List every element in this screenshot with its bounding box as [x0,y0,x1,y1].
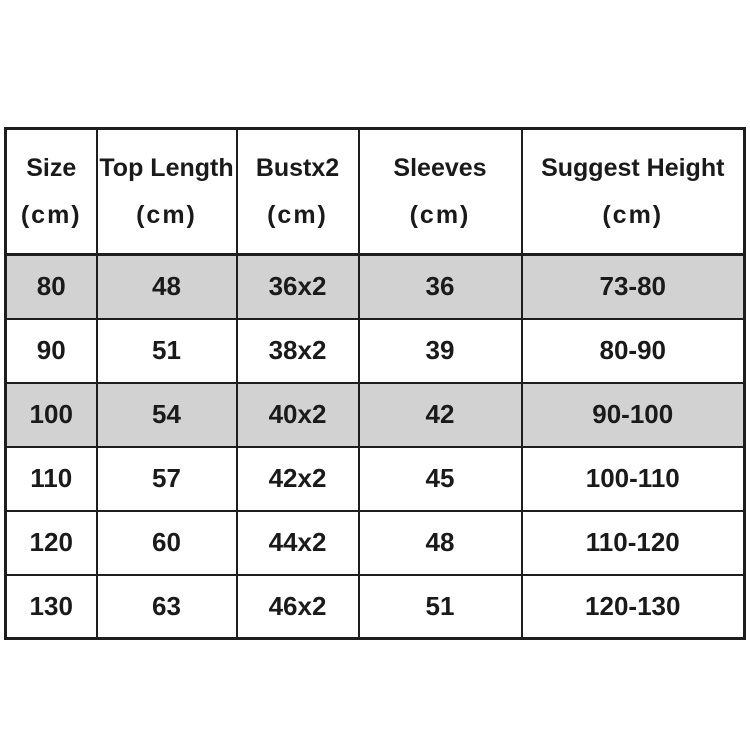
header-sleeves-unit: (cm) [409,200,471,229]
table-row-size-130: 130 63 46x2 51 120-130 [4,573,746,640]
table-row-size-110: 110 57 42x2 45 100-110 [4,445,746,512]
cell-bustx2: 44x2 [235,509,360,576]
cell-size: 120 [4,509,98,576]
header-top-length: Top Length (cm) [95,127,238,256]
cell-sleeves: 42 [357,381,523,448]
size-chart-table: Size (cm) Top Length (cm) Bustx2 (cm) Sl… [4,127,746,640]
header-suggest-height-unit: (cm) [602,200,664,229]
cell-top-length: 60 [95,509,238,576]
header-bustx2: Bustx2 (cm) [235,127,360,256]
table-row-size-80: 80 48 36x2 36 73-80 [4,253,746,320]
cell-top-length: 48 [95,253,238,320]
header-size-unit: (cm) [20,200,82,229]
cell-size: 130 [4,573,98,640]
cell-size: 80 [4,253,98,320]
header-suggest-height: Suggest Height (cm) [520,127,746,256]
cell-suggest-height: 90-100 [520,381,746,448]
cell-top-length: 63 [95,573,238,640]
header-suggest-height-label: Suggest Height [541,153,725,182]
cell-sleeves: 45 [357,445,523,512]
cell-sleeves: 48 [357,509,523,576]
table-row-size-100: 100 54 40x2 42 90-100 [4,381,746,448]
cell-sleeves: 39 [357,317,523,384]
cell-suggest-height: 100-110 [520,445,746,512]
cell-size: 100 [4,381,98,448]
header-top-length-label: Top Length [99,153,234,182]
cell-size: 90 [4,317,98,384]
cell-top-length: 51 [95,317,238,384]
cell-suggest-height: 120-130 [520,573,746,640]
cell-suggest-height: 73-80 [520,253,746,320]
cell-bustx2: 38x2 [235,317,360,384]
header-size-label: Size [26,153,77,182]
header-row: Size (cm) Top Length (cm) Bustx2 (cm) Sl… [4,127,746,256]
cell-bustx2: 42x2 [235,445,360,512]
header-top-length-unit: (cm) [136,200,197,229]
cell-size: 110 [4,445,98,512]
table-row-size-90: 90 51 38x2 39 80-90 [4,317,746,384]
cell-suggest-height: 110-120 [520,509,746,576]
header-bustx2-unit: (cm) [267,200,328,229]
cell-bustx2: 40x2 [235,381,360,448]
cell-suggest-height: 80-90 [520,317,746,384]
header-bustx2-label: Bustx2 [255,153,340,182]
cell-sleeves: 51 [357,573,523,640]
table-row-size-120: 120 60 44x2 48 110-120 [4,509,746,576]
header-size: Size (cm) [4,127,98,256]
header-sleeves: Sleeves (cm) [357,127,523,256]
header-sleeves-label: Sleeves [393,153,487,182]
cell-top-length: 54 [95,381,238,448]
cell-top-length: 57 [95,445,238,512]
cell-bustx2: 46x2 [235,573,360,640]
cell-bustx2: 36x2 [235,253,360,320]
cell-sleeves: 36 [357,253,523,320]
